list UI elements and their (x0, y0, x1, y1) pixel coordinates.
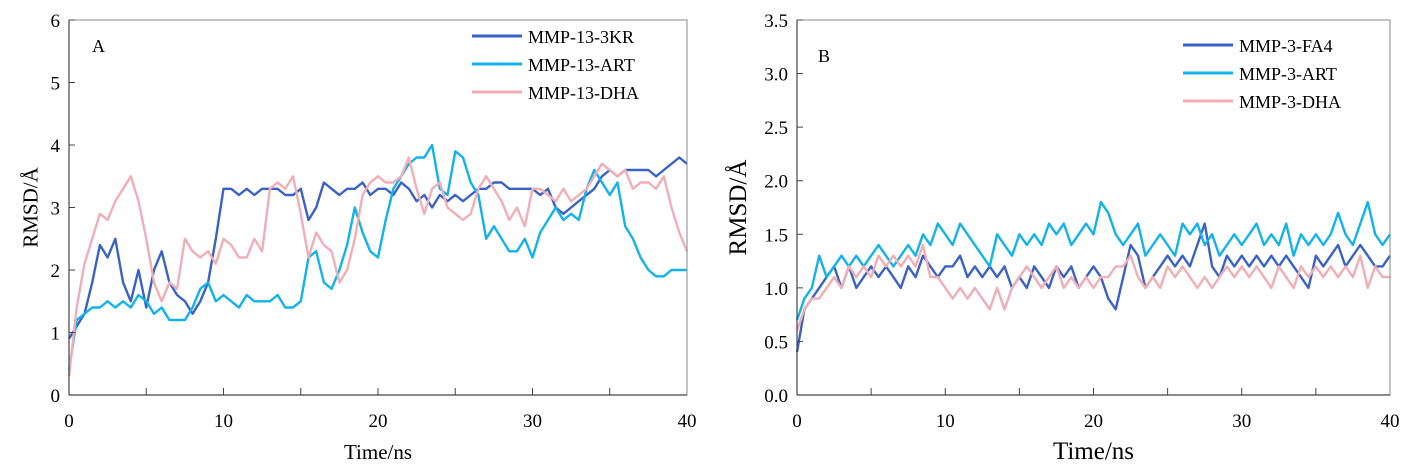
y-axis-label: RMSD/Å (18, 166, 42, 247)
panel-label: A (92, 36, 105, 56)
legend-label: MMP-13-ART (528, 55, 635, 75)
legend-label: MMP-13-3KR (528, 27, 634, 47)
y-tick-label: 6 (51, 11, 61, 32)
y-tick-label: 3 (51, 199, 61, 220)
y-tick-label: 2.5 (764, 118, 788, 139)
x-tick-label: 30 (523, 411, 542, 432)
y-tick-label: 0.0 (764, 386, 788, 407)
series-line-mmp-13-dha (67, 156, 689, 377)
x-tick-label: 10 (936, 411, 955, 432)
x-tick-label: 20 (369, 411, 388, 432)
panel-b-chart: 0.0 0.5 1.0 1.5 2.0 2.5 3.0 3.5 0 10 20 30 40 Time/ns… (725, 11, 1400, 465)
series-line-mmp-13-art (67, 143, 687, 371)
series-line-mmp-3-art (795, 200, 1391, 321)
x-tick-label: 40 (678, 411, 697, 432)
x-tick-label: 10 (214, 411, 233, 432)
legend-label: MMP-3-FA4 (1239, 36, 1333, 56)
y-axis-label: RMSD/Å (725, 160, 752, 256)
plot-frame (68, 19, 688, 396)
x-tick-label: 0 (792, 411, 802, 432)
x-tick-label: 40 (1381, 411, 1400, 432)
x-axis-label: Time/ns (1053, 438, 1134, 465)
x-tick-label: 0 (64, 411, 74, 432)
panel-a-chart: 0 1 2 3 4 5 6 0 10 20 30 40 Time/ns RMSD/Å A MMP-13-3KR… (18, 11, 696, 464)
y-tick-label: 2 (51, 261, 61, 282)
x-axis-label: Time/ns (344, 440, 412, 464)
y-tick-label: 0.5 (764, 332, 788, 353)
y-tick-label: 4 (51, 136, 61, 157)
panel-label: B (818, 46, 830, 66)
y-tick-label: 0 (51, 386, 61, 407)
y-tick-label: 5 (51, 74, 61, 95)
legend-label: MMP-13-DHA (528, 83, 639, 103)
x-tick-label: 20 (1084, 411, 1103, 432)
legend-label: MMP-3-DHA (1239, 92, 1341, 112)
series-line-mmp-3-dha (795, 243, 1390, 332)
y-tick-label: 1 (51, 324, 61, 345)
y-tick-label: 3.5 (764, 11, 788, 32)
series-line-mmp-3-fa4 (795, 222, 1391, 353)
legend-label: MMP-3-ART (1239, 64, 1337, 84)
y-tick-label: 2.0 (764, 172, 788, 193)
series-line-mmp-13-3kr (67, 156, 688, 340)
y-tick-label: 1.0 (764, 279, 788, 300)
y-tick-label: 1.5 (764, 225, 788, 246)
y-tick-label: 3.0 (764, 65, 788, 86)
x-tick-label: 30 (1232, 411, 1251, 432)
